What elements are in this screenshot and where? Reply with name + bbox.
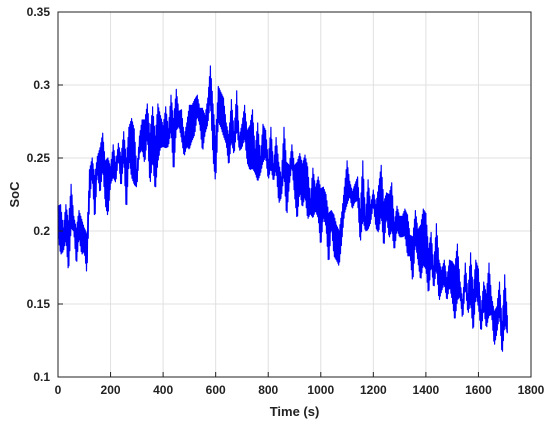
y-tick-label: 0.3 [33, 78, 50, 92]
y-tick-label: 0.25 [27, 151, 51, 165]
x-tick-label: 200 [101, 383, 121, 397]
x-tick-label: 0 [55, 383, 62, 397]
x-tick-label: 1200 [360, 383, 387, 397]
x-tick-label: 1000 [307, 383, 334, 397]
plot-frame [57, 11, 532, 378]
x-tick-label: 1800 [518, 383, 545, 397]
y-tick-label: 0.35 [27, 5, 51, 19]
x-tick-label: 800 [258, 383, 278, 397]
y-axis-ticks: 0.1 0.15 0.2 0.25 0.3 0.35 [27, 5, 63, 384]
x-axis-ticks: 0 200 400 600 800 1000 1200 1400 1600 1800 [55, 372, 545, 397]
y-tick-label: 0.1 [33, 370, 50, 384]
x-tick-label: 1400 [413, 383, 440, 397]
y-axis-label: SoC [7, 181, 22, 208]
x-tick-label: 600 [206, 383, 226, 397]
x-axis-label: Time (s) [270, 404, 320, 419]
soc-series-line [57, 65, 508, 352]
x-tick-label: 400 [153, 383, 173, 397]
x-tick-label: 1600 [465, 383, 492, 397]
series-group [57, 65, 508, 352]
y-tick-label: 0.2 [33, 224, 50, 238]
y-tick-label: 0.15 [27, 297, 51, 311]
